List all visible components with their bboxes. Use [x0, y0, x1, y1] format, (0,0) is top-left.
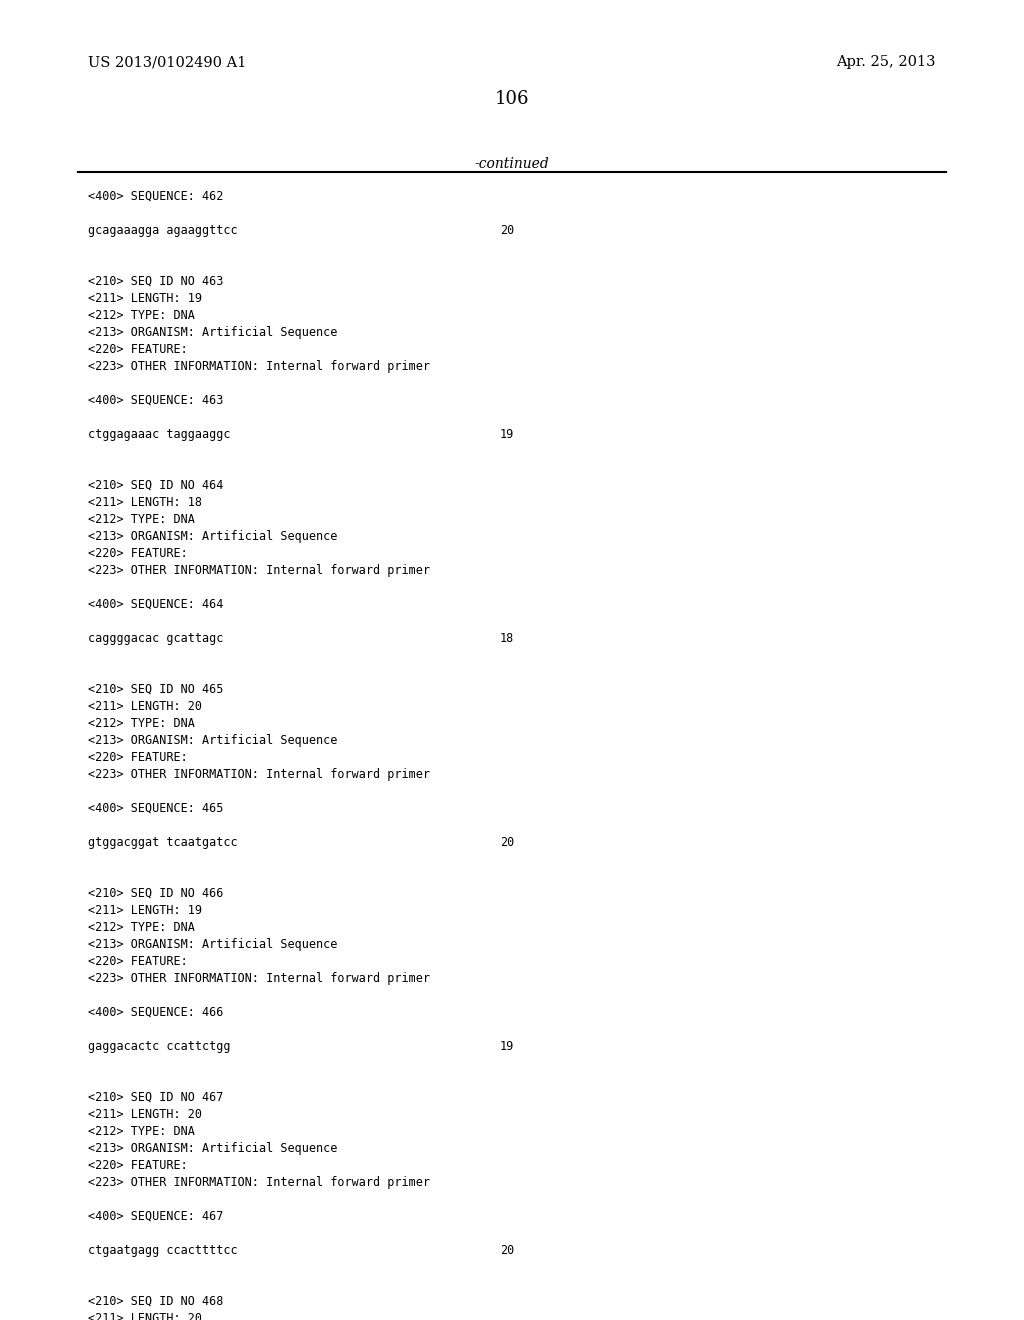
Text: <210> SEQ ID NO 465: <210> SEQ ID NO 465: [88, 682, 223, 696]
Text: <210> SEQ ID NO 466: <210> SEQ ID NO 466: [88, 887, 223, 900]
Text: 106: 106: [495, 90, 529, 108]
Text: <400> SEQUENCE: 464: <400> SEQUENCE: 464: [88, 598, 223, 611]
Text: <400> SEQUENCE: 463: <400> SEQUENCE: 463: [88, 393, 223, 407]
Text: caggggacac gcattagc: caggggacac gcattagc: [88, 632, 223, 645]
Text: <211> LENGTH: 19: <211> LENGTH: 19: [88, 292, 202, 305]
Text: <210> SEQ ID NO 463: <210> SEQ ID NO 463: [88, 275, 223, 288]
Text: <220> FEATURE:: <220> FEATURE:: [88, 343, 187, 356]
Text: <220> FEATURE:: <220> FEATURE:: [88, 751, 187, 764]
Text: <211> LENGTH: 20: <211> LENGTH: 20: [88, 1312, 202, 1320]
Text: gcagaaagga agaaggttcc: gcagaaagga agaaggttcc: [88, 224, 238, 238]
Text: <223> OTHER INFORMATION: Internal forward primer: <223> OTHER INFORMATION: Internal forwar…: [88, 360, 430, 374]
Text: <223> OTHER INFORMATION: Internal forward primer: <223> OTHER INFORMATION: Internal forwar…: [88, 972, 430, 985]
Text: 19: 19: [500, 1040, 514, 1053]
Text: <212> TYPE: DNA: <212> TYPE: DNA: [88, 1125, 195, 1138]
Text: US 2013/0102490 A1: US 2013/0102490 A1: [88, 55, 247, 69]
Text: <220> FEATURE:: <220> FEATURE:: [88, 954, 187, 968]
Text: <400> SEQUENCE: 467: <400> SEQUENCE: 467: [88, 1210, 223, 1224]
Text: 19: 19: [500, 428, 514, 441]
Text: <212> TYPE: DNA: <212> TYPE: DNA: [88, 717, 195, 730]
Text: 20: 20: [500, 1243, 514, 1257]
Text: <223> OTHER INFORMATION: Internal forward primer: <223> OTHER INFORMATION: Internal forwar…: [88, 768, 430, 781]
Text: <212> TYPE: DNA: <212> TYPE: DNA: [88, 309, 195, 322]
Text: 20: 20: [500, 836, 514, 849]
Text: 18: 18: [500, 632, 514, 645]
Text: gtggacggat tcaatgatcc: gtggacggat tcaatgatcc: [88, 836, 238, 849]
Text: <223> OTHER INFORMATION: Internal forward primer: <223> OTHER INFORMATION: Internal forwar…: [88, 564, 430, 577]
Text: <211> LENGTH: 20: <211> LENGTH: 20: [88, 700, 202, 713]
Text: <220> FEATURE:: <220> FEATURE:: [88, 546, 187, 560]
Text: <213> ORGANISM: Artificial Sequence: <213> ORGANISM: Artificial Sequence: [88, 1142, 337, 1155]
Text: <212> TYPE: DNA: <212> TYPE: DNA: [88, 921, 195, 935]
Text: <400> SEQUENCE: 465: <400> SEQUENCE: 465: [88, 803, 223, 814]
Text: <210> SEQ ID NO 464: <210> SEQ ID NO 464: [88, 479, 223, 492]
Text: <211> LENGTH: 20: <211> LENGTH: 20: [88, 1107, 202, 1121]
Text: <210> SEQ ID NO 467: <210> SEQ ID NO 467: [88, 1092, 223, 1104]
Text: <223> OTHER INFORMATION: Internal forward primer: <223> OTHER INFORMATION: Internal forwar…: [88, 1176, 430, 1189]
Text: Apr. 25, 2013: Apr. 25, 2013: [837, 55, 936, 69]
Text: ctggagaaac taggaaggc: ctggagaaac taggaaggc: [88, 428, 230, 441]
Text: <220> FEATURE:: <220> FEATURE:: [88, 1159, 187, 1172]
Text: -continued: -continued: [475, 157, 549, 172]
Text: <213> ORGANISM: Artificial Sequence: <213> ORGANISM: Artificial Sequence: [88, 939, 337, 950]
Text: <212> TYPE: DNA: <212> TYPE: DNA: [88, 513, 195, 525]
Text: <211> LENGTH: 19: <211> LENGTH: 19: [88, 904, 202, 917]
Text: <213> ORGANISM: Artificial Sequence: <213> ORGANISM: Artificial Sequence: [88, 531, 337, 543]
Text: <211> LENGTH: 18: <211> LENGTH: 18: [88, 496, 202, 510]
Text: gaggacactc ccattctgg: gaggacactc ccattctgg: [88, 1040, 230, 1053]
Text: <400> SEQUENCE: 466: <400> SEQUENCE: 466: [88, 1006, 223, 1019]
Text: <213> ORGANISM: Artificial Sequence: <213> ORGANISM: Artificial Sequence: [88, 326, 337, 339]
Text: <210> SEQ ID NO 468: <210> SEQ ID NO 468: [88, 1295, 223, 1308]
Text: ctgaatgagg ccacttttcc: ctgaatgagg ccacttttcc: [88, 1243, 238, 1257]
Text: <400> SEQUENCE: 462: <400> SEQUENCE: 462: [88, 190, 223, 203]
Text: 20: 20: [500, 224, 514, 238]
Text: <213> ORGANISM: Artificial Sequence: <213> ORGANISM: Artificial Sequence: [88, 734, 337, 747]
